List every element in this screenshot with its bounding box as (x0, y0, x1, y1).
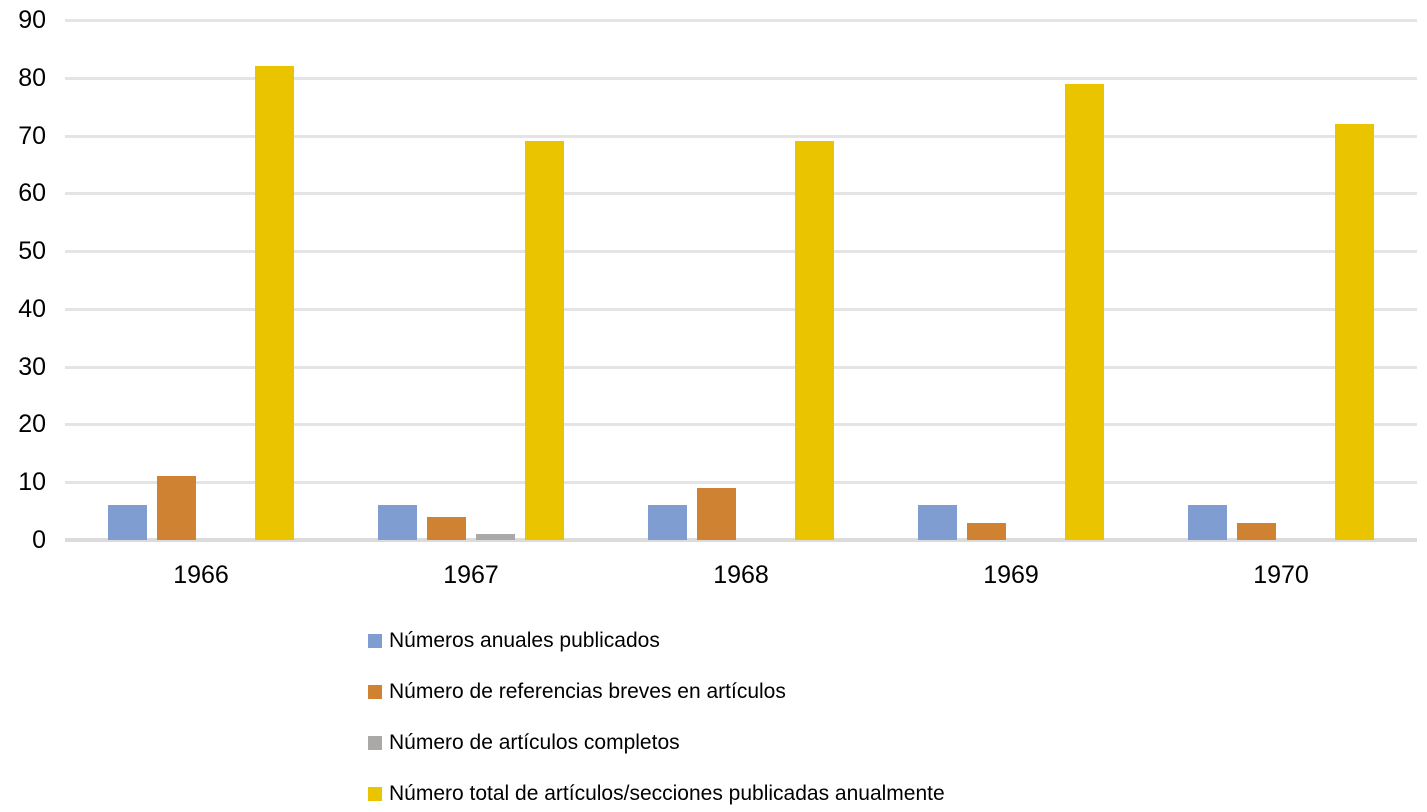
bar-s2-1968 (697, 488, 736, 540)
gridline (65, 481, 1417, 485)
x-axis-tick-label: 1968 (713, 561, 769, 589)
bar-s2-1969 (967, 522, 1006, 540)
y-axis-tick-label: 40 (18, 294, 46, 323)
y-axis-tick-label: 0 (32, 526, 46, 554)
y-axis-tick-label: 90 (18, 6, 46, 34)
x-axis-tick-label: 1970 (1253, 561, 1309, 589)
y-axis-tick-label: 30 (18, 352, 46, 381)
bar-s2-1966 (157, 476, 196, 540)
bar-s1-1969 (918, 505, 957, 540)
y-axis-tick-label: 20 (18, 410, 46, 439)
bar-s4-1966 (255, 66, 294, 540)
gridline (65, 76, 1417, 80)
gridline (65, 134, 1417, 138)
bar-s1-1966 (108, 505, 147, 540)
bar-s2-1967 (427, 516, 466, 540)
gridline (65, 365, 1417, 369)
y-axis-tick-label: 10 (18, 468, 46, 497)
y-axis-tick-label: 80 (18, 63, 46, 92)
bar-s1-1967 (378, 505, 417, 540)
x-axis-tick-label: 1969 (983, 561, 1039, 589)
bar-s3-1967 (476, 534, 515, 540)
bar-s1-1970 (1188, 505, 1227, 540)
y-axis-tick-label: 70 (18, 121, 46, 150)
bar-s4-1967 (525, 141, 564, 540)
bar-s4-1969 (1065, 83, 1104, 540)
bar-s4-1970 (1335, 124, 1374, 540)
y-axis-tick-label: 50 (18, 237, 46, 266)
x-axis-tick-label: 1966 (173, 561, 229, 589)
y-axis-tick-label: 60 (18, 179, 46, 208)
x-axis-tick-label: 1967 (443, 561, 499, 589)
bar-s1-1968 (648, 505, 687, 540)
gridline (65, 307, 1417, 311)
x-axis-baseline (65, 538, 1417, 542)
bar-s2-1970 (1237, 522, 1276, 540)
gridline (65, 192, 1417, 196)
gridline (65, 423, 1417, 427)
gridline (65, 250, 1417, 254)
bar-s4-1968 (795, 141, 834, 540)
gridline (65, 19, 1417, 22)
